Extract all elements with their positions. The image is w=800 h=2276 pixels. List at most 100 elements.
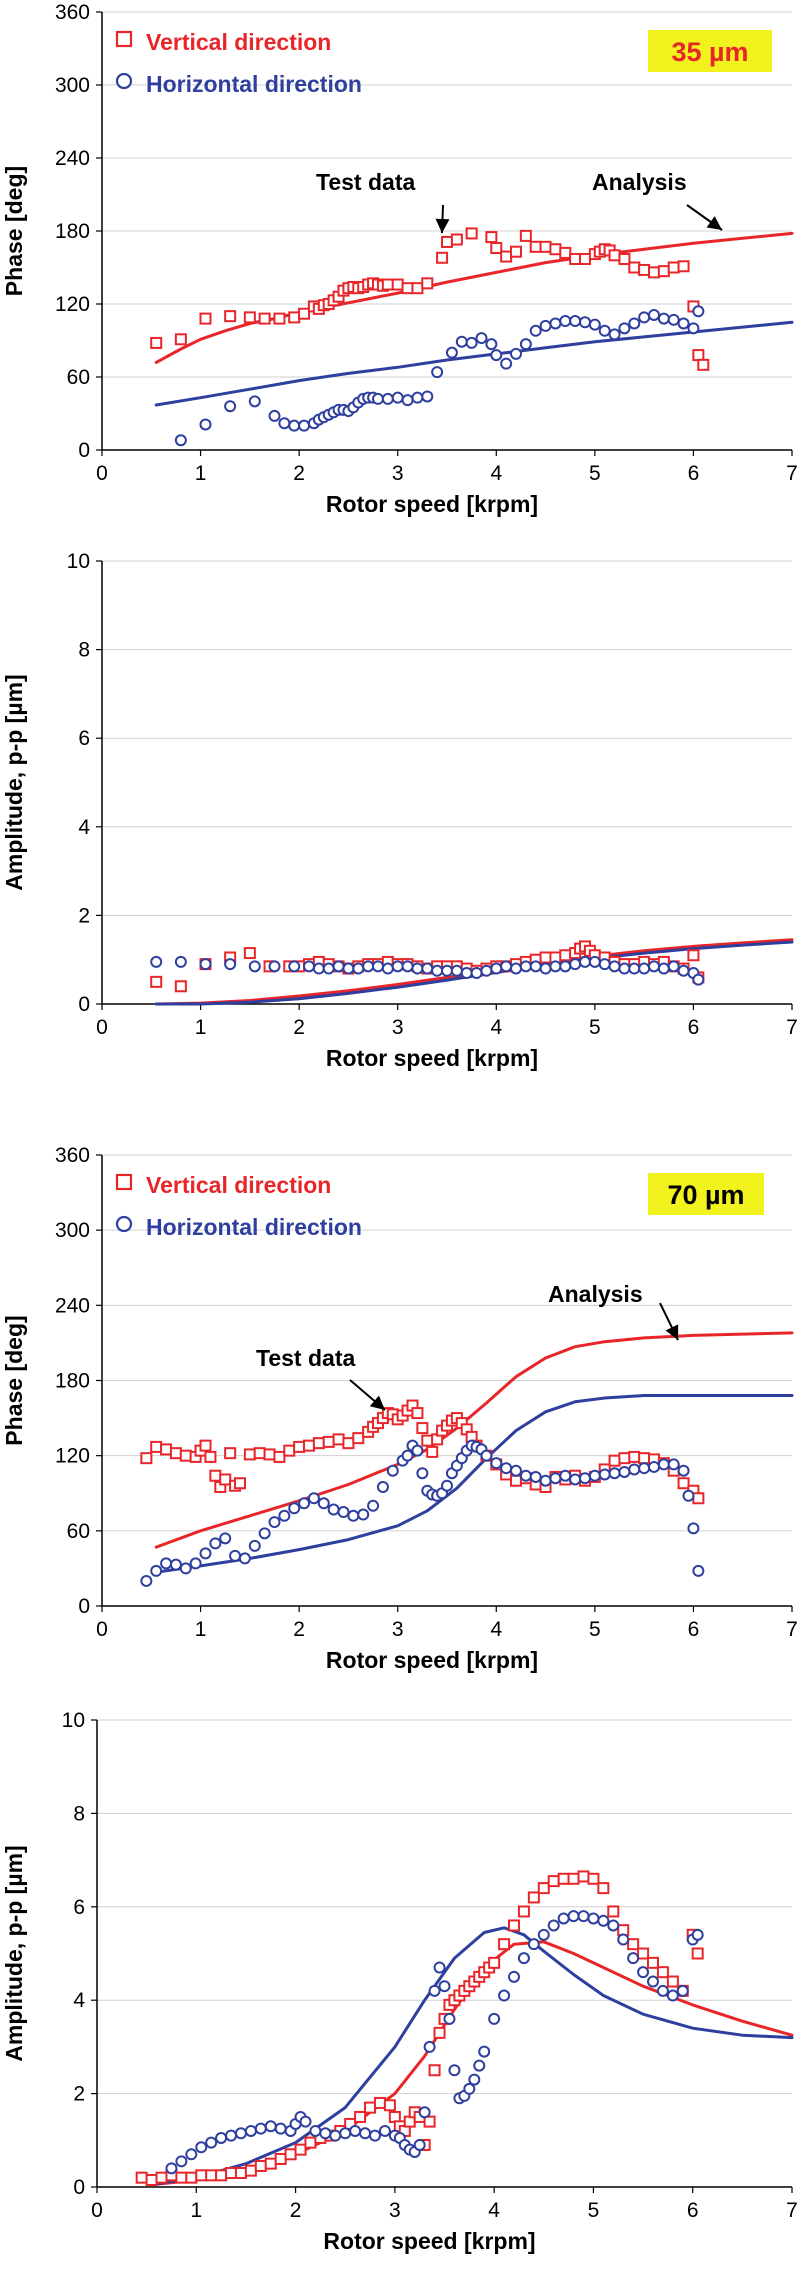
data-point-vertical <box>294 2143 307 2156</box>
data-point-horizontal <box>490 962 503 975</box>
data-point-vertical <box>519 229 532 242</box>
data-point-horizontal <box>339 2127 352 2140</box>
y-tick-label: 0 <box>78 1595 90 1618</box>
data-point-vertical <box>284 2148 297 2161</box>
data-point-horizontal <box>627 1952 640 1965</box>
data-point-horizontal <box>588 1469 601 1482</box>
data-point-horizontal <box>234 2127 247 2140</box>
data-point-vertical <box>243 947 256 960</box>
data-point-vertical <box>618 1452 631 1465</box>
y-tick-label: 4 <box>73 1989 85 2012</box>
data-point-vertical <box>697 358 710 371</box>
x-tick-label: 3 <box>392 462 404 485</box>
analysis-line-vertical <box>154 231 794 364</box>
data-point-vertical <box>322 1435 335 1448</box>
data-point-horizontal <box>312 962 325 975</box>
data-point-vertical <box>667 261 680 274</box>
data-point-vertical <box>569 252 582 265</box>
annotation-arrow-head <box>435 218 450 233</box>
data-point-horizontal <box>278 1509 291 1522</box>
x-axis-label: Rotor speed [krpm] <box>326 1045 538 1071</box>
data-point-vertical <box>557 1872 570 1885</box>
data-point-vertical <box>225 2166 238 2179</box>
y-tick-label: 180 <box>55 220 90 243</box>
data-point-horizontal <box>618 962 631 975</box>
x-tick-label: 1 <box>190 2199 202 2222</box>
data-point-vertical <box>648 266 660 279</box>
data-point-horizontal <box>401 394 414 407</box>
data-point-horizontal <box>433 1961 446 1974</box>
data-point-vertical <box>234 1477 246 1490</box>
data-point-horizontal <box>258 1527 271 1540</box>
data-point-horizontal <box>205 2136 218 2149</box>
annotation-arrow-head <box>706 216 722 230</box>
legend-label-vertical: Vertical direction <box>146 1172 331 1198</box>
data-point-vertical <box>677 260 690 273</box>
y-tick-label: 300 <box>55 1219 90 1242</box>
data-point-horizontal <box>329 2129 342 2142</box>
data-point-horizontal <box>488 2012 501 2025</box>
data-point-horizontal <box>209 1537 222 1550</box>
data-point-horizontal <box>332 960 345 973</box>
data-point-vertical <box>383 2099 396 2112</box>
y-tick-label: 6 <box>73 1896 85 1919</box>
y-tick-label: 2 <box>73 2083 85 2106</box>
data-point-horizontal <box>307 1492 320 1505</box>
y-tick-label: 0 <box>78 993 90 1016</box>
data-point-horizontal <box>577 1910 590 1923</box>
data-point-horizontal <box>150 1564 163 1577</box>
data-point-vertical <box>145 2173 158 2186</box>
data-point-vertical <box>465 227 478 240</box>
data-point-horizontal <box>367 1499 380 1512</box>
y-tick-label: 2 <box>78 904 90 927</box>
data-point-horizontal <box>463 2082 476 2095</box>
data-point-vertical <box>423 2115 436 2128</box>
data-point-vertical <box>517 1905 530 1918</box>
data-point-vertical <box>628 1450 641 1463</box>
data-point-horizontal <box>687 1522 700 1535</box>
y-tick-label: 60 <box>67 1520 90 1543</box>
data-point-horizontal <box>215 2131 228 2144</box>
x-tick-label: 2 <box>293 1016 305 1039</box>
data-point-vertical <box>179 1449 192 1462</box>
data-point-horizontal <box>248 960 261 973</box>
data-point-vertical <box>304 2136 317 2149</box>
x-tick-label: 7 <box>786 1016 798 1039</box>
data-point-horizontal <box>418 2106 431 2119</box>
legend-marker-vertical <box>115 30 133 48</box>
data-point-horizontal <box>638 962 651 975</box>
data-point-vertical <box>288 311 301 324</box>
y-axis-label: Phase [deg] <box>1 166 27 296</box>
data-point-horizontal <box>647 1975 659 1988</box>
data-point-horizontal <box>500 1462 513 1475</box>
data-point-horizontal <box>480 964 493 977</box>
data-point-horizontal <box>569 958 582 971</box>
data-point-horizontal <box>648 960 660 973</box>
data-point-vertical <box>264 2157 277 2170</box>
data-point-horizontal <box>465 336 478 349</box>
analysis-line-vertical <box>154 1331 794 1549</box>
data-point-vertical <box>537 1882 550 1895</box>
x-tick-label: 6 <box>688 1016 700 1039</box>
y-tick-label: 8 <box>73 1802 85 1825</box>
gap-badge: 70 µm <box>667 1180 744 1210</box>
data-point-horizontal <box>195 2141 208 2154</box>
data-point-vertical <box>426 1445 439 1458</box>
data-point-vertical <box>567 1872 580 1885</box>
data-point-horizontal <box>478 2045 491 2058</box>
data-point-horizontal <box>598 1468 611 1481</box>
data-point-horizontal <box>692 305 705 318</box>
data-point-vertical <box>618 252 631 265</box>
data-point-vertical <box>441 235 453 248</box>
data-point-vertical <box>175 2171 188 2184</box>
data-point-vertical <box>354 2110 367 2123</box>
data-point-horizontal <box>657 312 670 325</box>
data-point-horizontal <box>470 966 483 979</box>
data-point-horizontal <box>175 2155 188 2168</box>
data-point-vertical <box>608 249 621 262</box>
data-point-vertical <box>298 307 311 320</box>
data-point-vertical <box>637 1947 650 1960</box>
data-point-horizontal <box>416 1467 429 1480</box>
data-point-vertical <box>174 333 187 346</box>
